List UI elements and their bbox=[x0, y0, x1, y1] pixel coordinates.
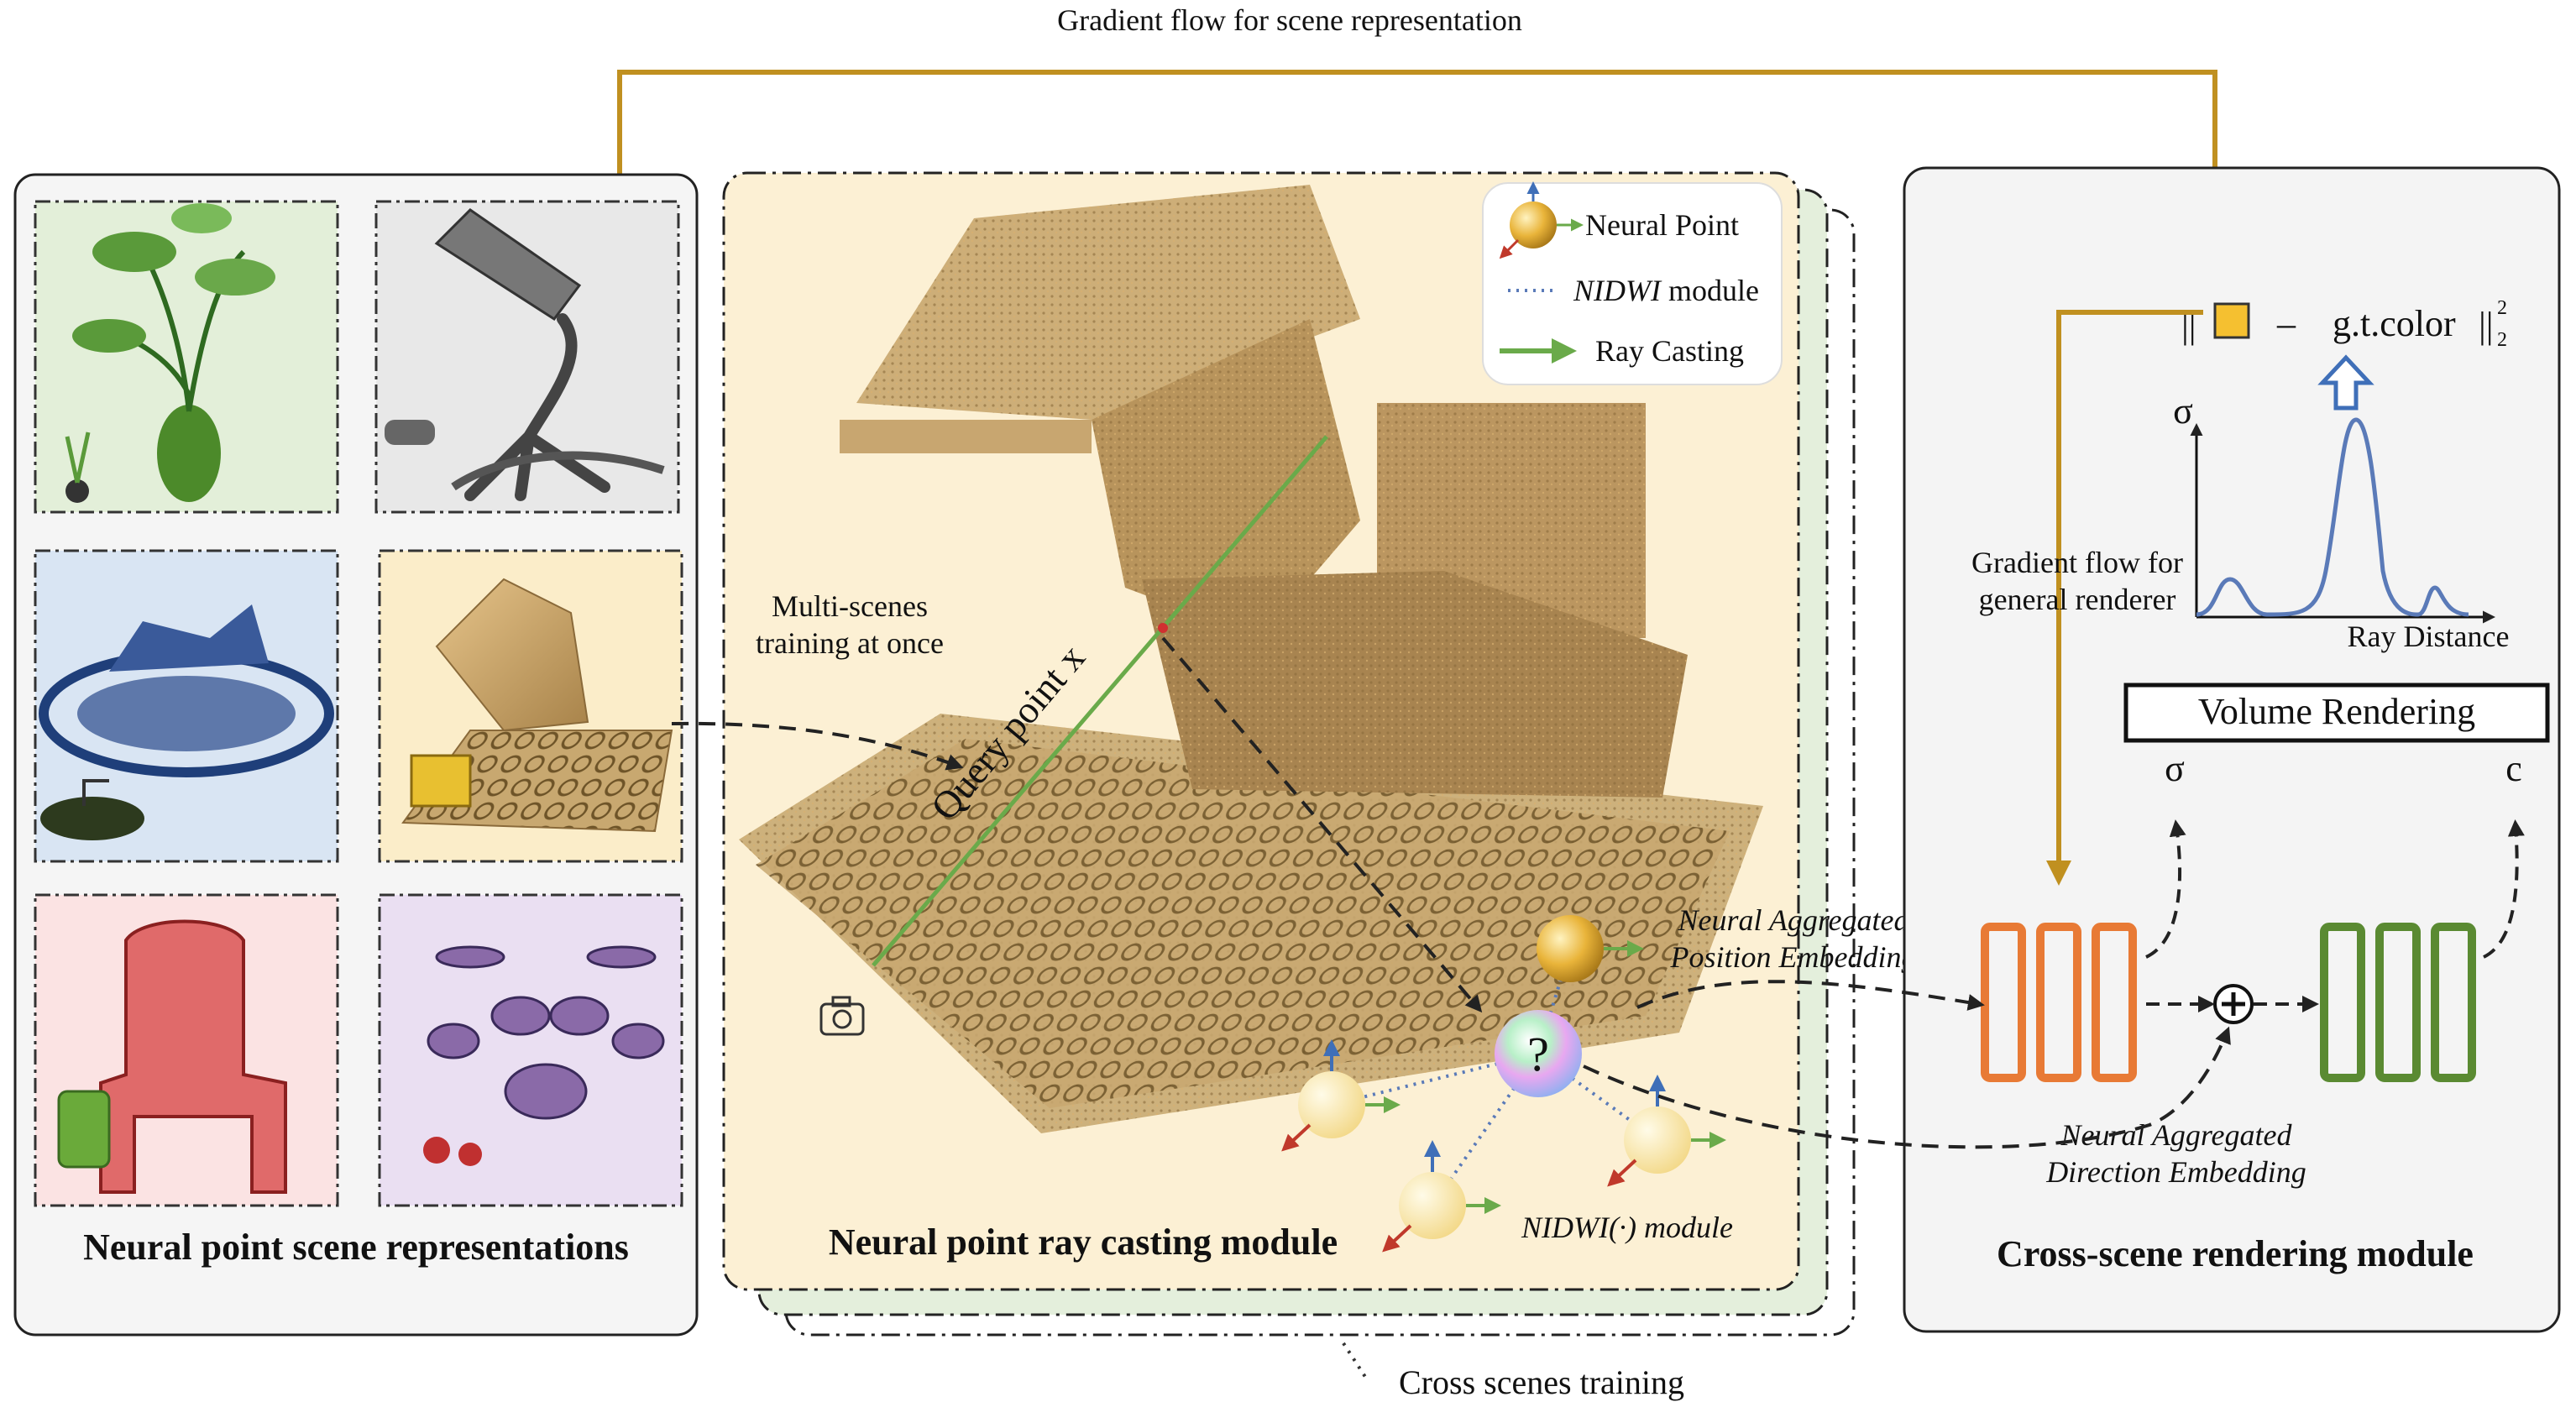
plus-node-icon bbox=[2213, 984, 2254, 1024]
cross-scenes-note: Cross scenes training bbox=[1342, 1342, 1684, 1401]
hollow-up-arrow-icon bbox=[2317, 354, 2374, 411]
output-sigma: σ bbox=[2165, 748, 2185, 789]
cross-scenes-label: Cross scenes training bbox=[1399, 1363, 1684, 1401]
neural-direction-label-2: Direction Embedding bbox=[2045, 1155, 2306, 1189]
loss-sup: 2 bbox=[2497, 297, 2507, 319]
ray-distance-label: Ray Distance bbox=[2348, 620, 2510, 653]
legend-neural-point: Neural Point bbox=[1499, 181, 1739, 259]
renderer-gradient-label-1: Gradient flow for bbox=[1971, 546, 2183, 579]
scene-tile-ship bbox=[34, 549, 339, 863]
right-panel: || – g.t.color || 2 2 σ Ray Distance Vol… bbox=[1903, 166, 2561, 1333]
pale-neural-point-2 bbox=[1382, 1140, 1501, 1253]
position-embedding-arrow bbox=[1636, 980, 1985, 1011]
loss-open-bars: || bbox=[2181, 305, 2196, 346]
density-plot: σ Ray Distance bbox=[2173, 390, 2509, 653]
loss-sub: 2 bbox=[2497, 329, 2507, 351]
camera-icon bbox=[819, 996, 865, 1036]
query-sphere bbox=[1495, 1010, 1582, 1097]
middle-panel-title: Neural point ray casting module bbox=[829, 1222, 1338, 1263]
legend: Neural Point NIDWI module Ray Casting bbox=[1482, 181, 1783, 385]
legend-neural-point-label: Neural Point bbox=[1585, 208, 1739, 242]
neural-position-label-2: Position Embedding bbox=[1670, 940, 1917, 974]
legend-nidwi: NIDWI module bbox=[1508, 274, 1759, 307]
pale-neural-point-3 bbox=[1607, 1075, 1726, 1187]
query-ray bbox=[872, 435, 1328, 967]
plant-vase-icon bbox=[157, 405, 221, 502]
neural-direction-label-1: Neural Aggregated bbox=[2060, 1118, 2293, 1152]
loss-close-bars: || bbox=[2479, 305, 2494, 346]
mlp-green bbox=[2320, 923, 2476, 1082]
loss-minus: – bbox=[2276, 303, 2296, 344]
legend-ray-casting: Ray Casting bbox=[1500, 334, 1744, 368]
legend-nidwi-rest: module bbox=[1661, 274, 1759, 307]
multi-scene-label-2: training at once bbox=[756, 626, 944, 660]
density-curve bbox=[2196, 417, 2469, 617]
right-panel-title: Cross-scene rendering module bbox=[1997, 1233, 2474, 1274]
neural-point-icon bbox=[1510, 201, 1557, 248]
mlp-orange bbox=[1981, 923, 2137, 1082]
query-to-sphere-arrow bbox=[1161, 636, 1483, 1013]
neural-point-cluster: ? bbox=[1281, 915, 1726, 1253]
nidwi-function-label: NIDWI(·) module bbox=[1521, 1211, 1733, 1244]
legend-nidwi-italic: NIDWI bbox=[1573, 274, 1662, 307]
left-panel: Neural point scene representations bbox=[13, 173, 699, 1337]
scene-tile-chair bbox=[34, 893, 339, 1207]
renderer-gradient-label-2: general renderer bbox=[1979, 583, 2176, 616]
legend-ray-casting-label: Ray Casting bbox=[1595, 334, 1744, 368]
direction-embedding-arrow bbox=[1583, 1026, 2231, 1149]
renderer-gradient-arrow bbox=[2046, 310, 2203, 886]
scene-tile-drums bbox=[378, 893, 683, 1207]
density-axis-sigma: σ bbox=[2173, 390, 2193, 432]
legend-nidwi-label: NIDWI module bbox=[1573, 274, 1759, 307]
scene-tile-lego bbox=[378, 549, 683, 863]
multi-scene-label-1: Multi-scenes bbox=[772, 589, 928, 623]
multi-scene-arrow bbox=[671, 721, 964, 771]
volume-rendering-label: Volume Rendering bbox=[2198, 691, 2475, 732]
microphone-icon bbox=[434, 208, 582, 322]
query-sphere-mark: ? bbox=[1527, 1027, 1549, 1081]
loss-gt-color: g.t.color bbox=[2333, 303, 2456, 344]
middle-panel: Query point x Multi-scenes training at o… bbox=[671, 171, 1917, 1337]
neural-point-icon bbox=[1537, 915, 1604, 982]
chair-icon bbox=[99, 919, 287, 1194]
query-point-dot bbox=[1158, 623, 1168, 633]
output-c: c bbox=[2505, 748, 2522, 789]
predicted-color-square bbox=[2213, 302, 2250, 339]
pale-neural-point-1 bbox=[1281, 1039, 1401, 1152]
neural-position-label-1: Neural Aggregated bbox=[1678, 903, 1910, 937]
scene-tile-microphone bbox=[374, 200, 680, 514]
left-panel-title: Neural point scene representations bbox=[83, 1227, 629, 1268]
drums-icon bbox=[427, 945, 665, 1120]
scene-tile-plant bbox=[34, 200, 339, 514]
volume-rendering-box bbox=[2123, 683, 2550, 743]
scene-gradient-label: Gradient flow for scene representation bbox=[1057, 3, 1522, 37]
